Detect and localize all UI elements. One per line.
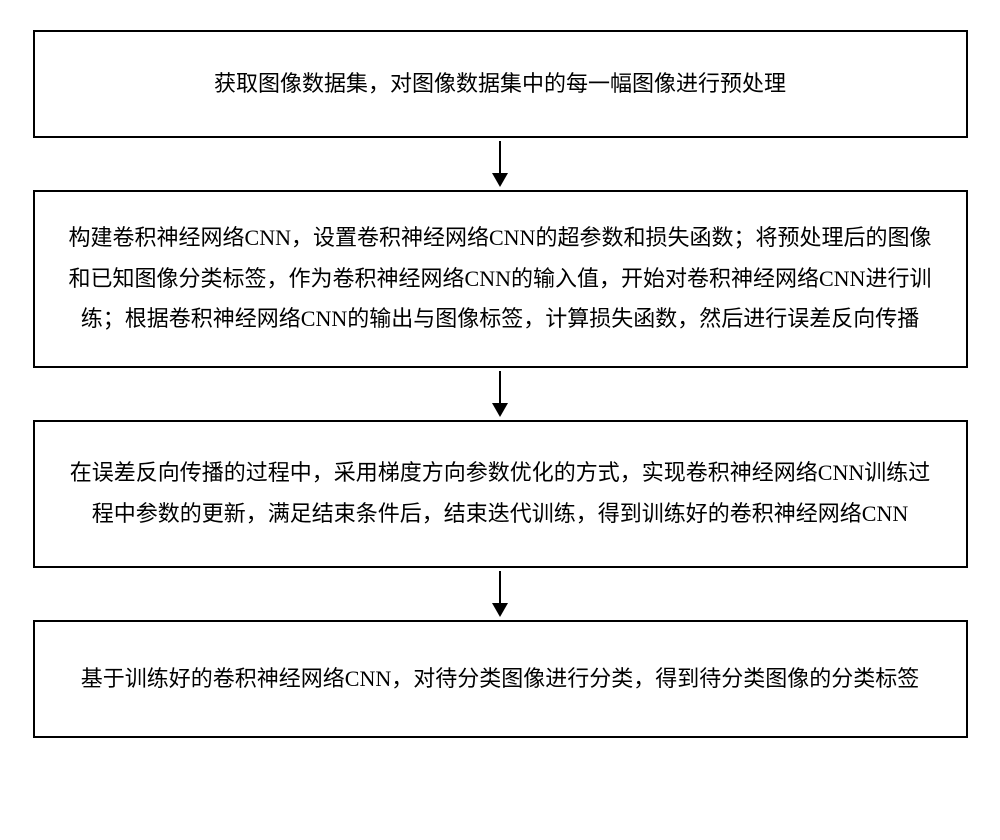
- arrow-line: [499, 371, 501, 403]
- arrow-head-icon: [492, 603, 508, 617]
- arrow-head-icon: [492, 173, 508, 187]
- step-3-text: 在误差反向传播的过程中，采用梯度方向参数优化的方式，实现卷积神经网络CNN训练过…: [63, 453, 938, 534]
- arrow-2: [492, 368, 508, 420]
- arrow-3: [492, 568, 508, 620]
- arrow-line: [499, 141, 501, 173]
- arrow-1: [492, 138, 508, 190]
- flowchart-step-3: 在误差反向传播的过程中，采用梯度方向参数优化的方式，实现卷积神经网络CNN训练过…: [33, 420, 968, 568]
- step-4-text: 基于训练好的卷积神经网络CNN，对待分类图像进行分类，得到待分类图像的分类标签: [81, 659, 919, 700]
- step-2-text: 构建卷积神经网络CNN，设置卷积神经网络CNN的超参数和损失函数；将预处理后的图…: [63, 218, 938, 340]
- step-1-text: 获取图像数据集，对图像数据集中的每一幅图像进行预处理: [214, 64, 786, 105]
- flowchart-step-1: 获取图像数据集，对图像数据集中的每一幅图像进行预处理: [33, 30, 968, 138]
- arrow-head-icon: [492, 403, 508, 417]
- flowchart-step-2: 构建卷积神经网络CNN，设置卷积神经网络CNN的超参数和损失函数；将预处理后的图…: [33, 190, 968, 368]
- flowchart-step-4: 基于训练好的卷积神经网络CNN，对待分类图像进行分类，得到待分类图像的分类标签: [33, 620, 968, 738]
- arrow-line: [499, 571, 501, 603]
